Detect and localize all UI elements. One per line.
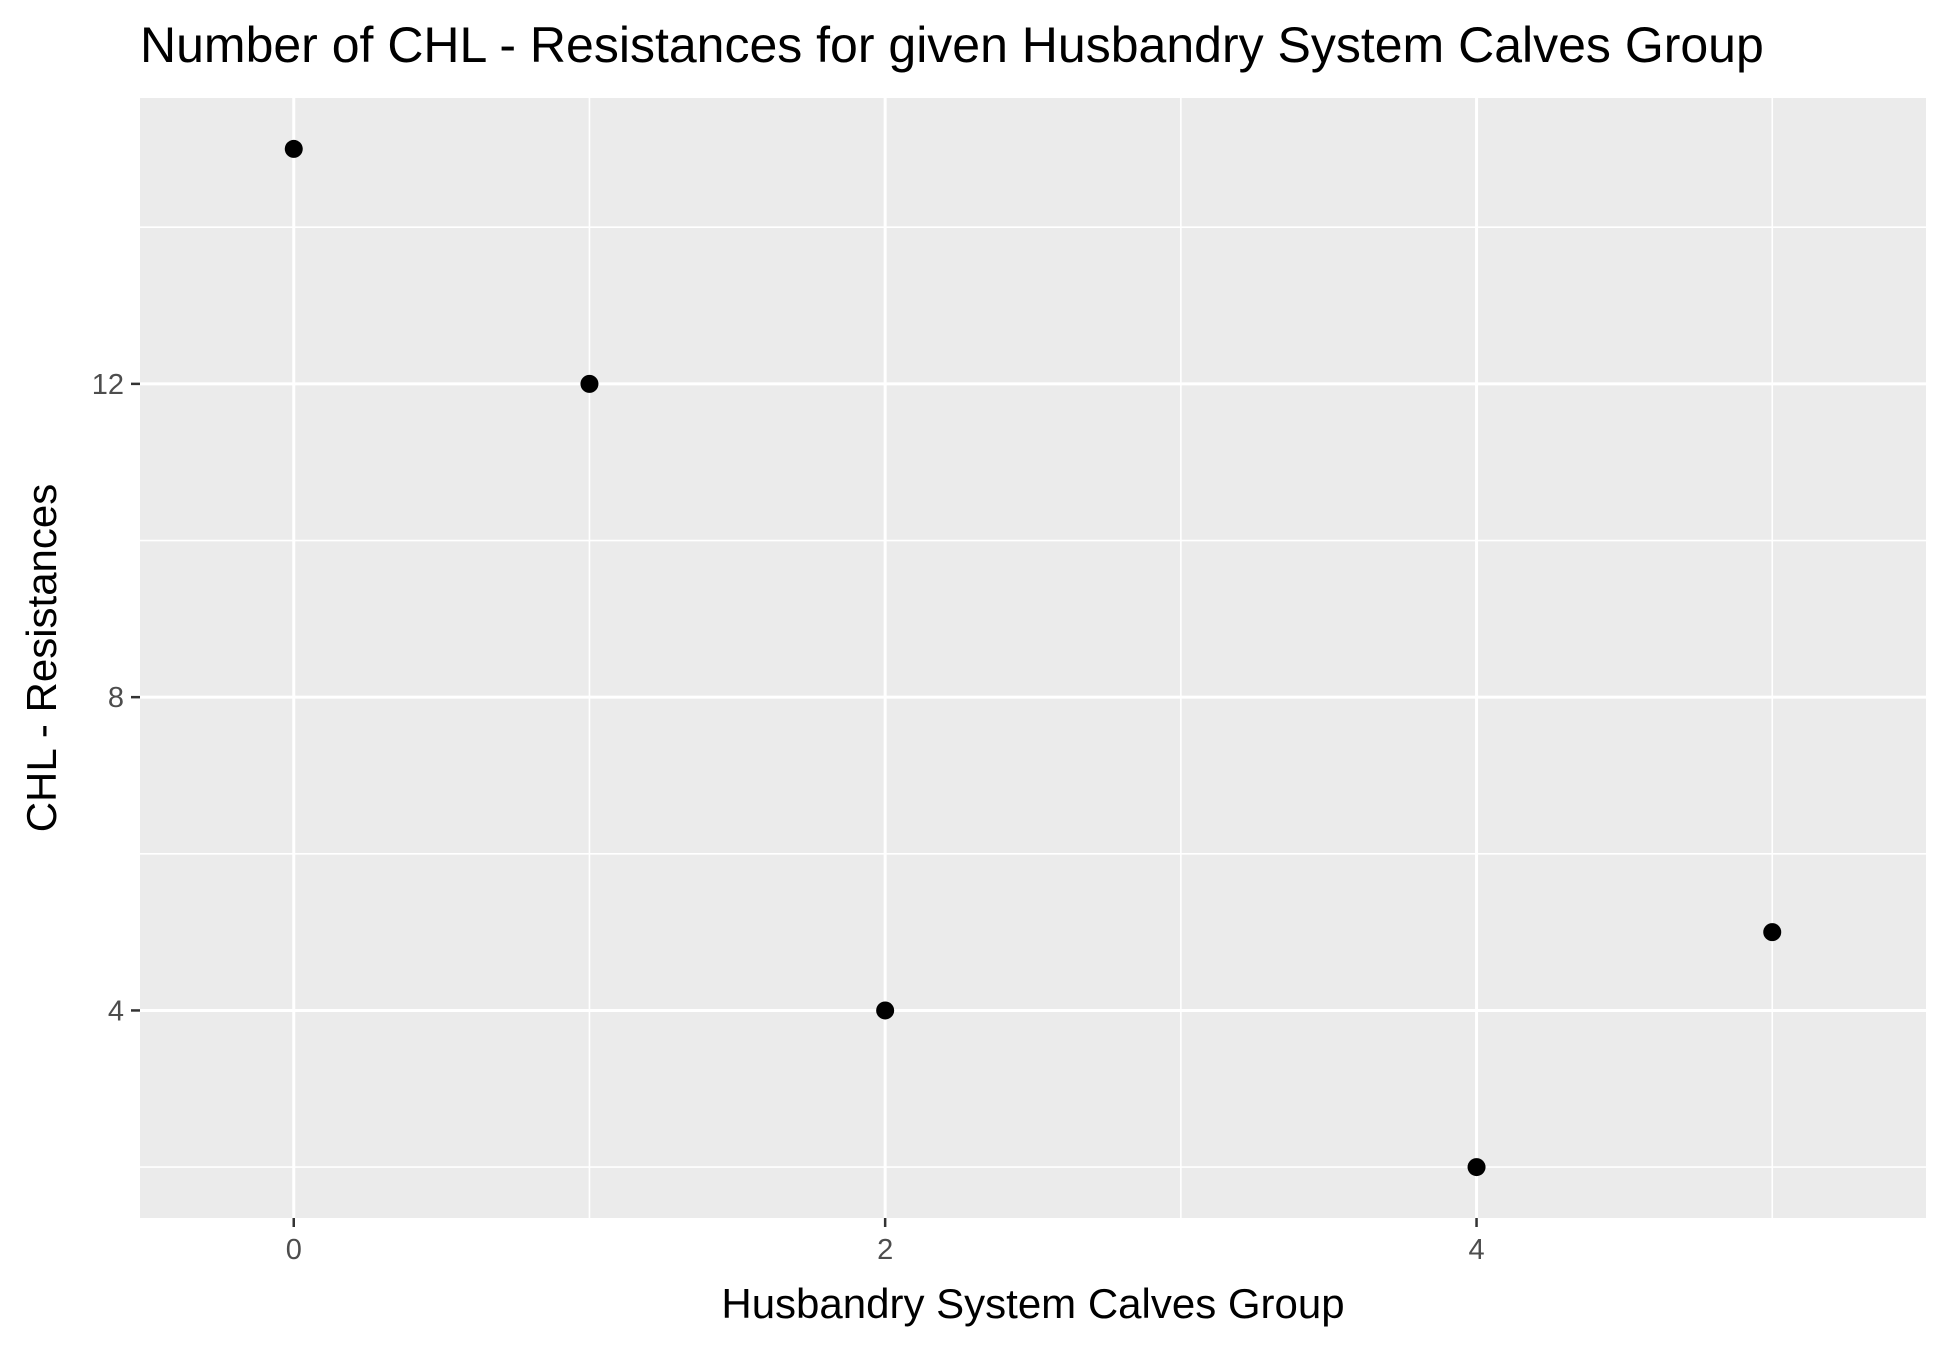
y-tick-label: 8 xyxy=(108,682,124,714)
major-gridlines xyxy=(140,98,1926,1218)
x-tick-label: 0 xyxy=(286,1234,302,1266)
x-tick-label: 2 xyxy=(877,1234,893,1266)
data-point xyxy=(580,374,599,393)
y-tick-label: 4 xyxy=(108,995,124,1027)
x-tick-label: 4 xyxy=(1468,1234,1484,1266)
x-axis-title: Husbandry System Calves Group xyxy=(721,1280,1344,1327)
plot-panel xyxy=(140,98,1926,1218)
axis-ticks xyxy=(131,382,1478,1227)
data-points xyxy=(284,139,1782,1177)
axis-tick-labels: 0 2 4 4 8 12 xyxy=(92,369,1485,1266)
data-point xyxy=(1763,923,1782,942)
y-axis-title: CHL - Resistances xyxy=(18,484,65,833)
data-point xyxy=(876,1001,895,1020)
y-tick-label: 12 xyxy=(92,369,124,401)
data-point xyxy=(1467,1158,1486,1177)
data-point xyxy=(284,139,303,158)
chart-title: Number of CHL - Resistances for given Hu… xyxy=(140,17,1764,73)
minor-gridlines xyxy=(140,98,1926,1218)
